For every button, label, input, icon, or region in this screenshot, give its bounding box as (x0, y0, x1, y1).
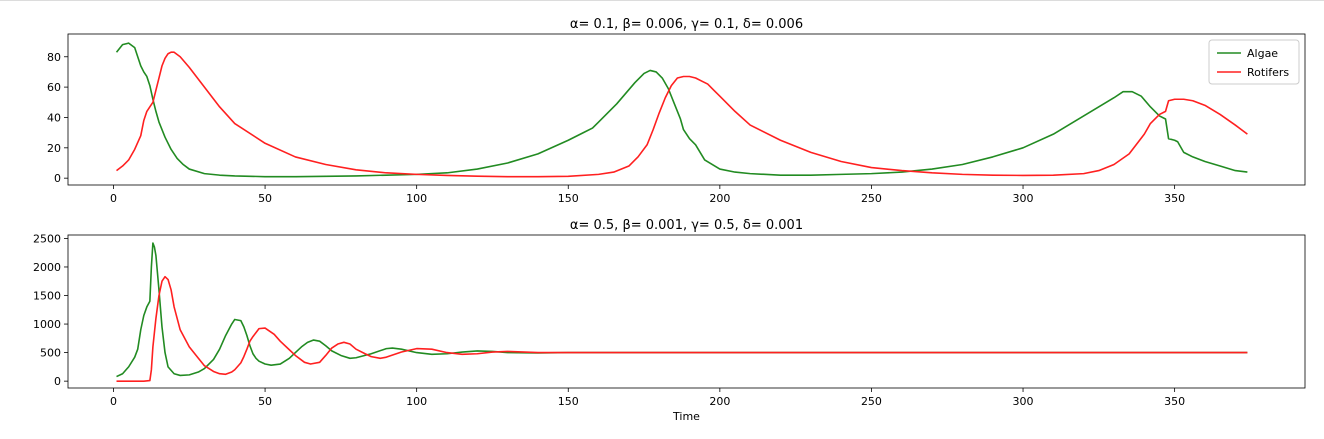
x-tick-label: 350 (1164, 395, 1185, 408)
legend: Algae Rotifers (1208, 39, 1300, 85)
chart-2: 0 50 100 150 200 250 300 350 0 500 1000 1500 2000 250… (33, 218, 1306, 423)
y-tick-label: 2500 (33, 232, 61, 245)
y-tick-label: 0 (54, 172, 61, 185)
series-line-algae (116, 242, 1248, 378)
x-tick-label: 50 (258, 395, 272, 408)
series-line-rotifers (116, 51, 1248, 178)
y-tick-label: 60 (47, 81, 61, 94)
x-tick-label: 200 (709, 192, 730, 205)
x-tick-label: 150 (558, 395, 579, 408)
top-rule (0, 0, 1324, 1)
legend-label-rotifers: Rotifers (1247, 66, 1289, 79)
y-tick-label: 40 (47, 111, 61, 124)
chart-title: α= 0.5, β= 0.001, γ= 0.5, δ= 0.001 (570, 218, 803, 233)
plot-frame (67, 234, 1306, 389)
x-tick-label: 0 (110, 192, 117, 205)
y-tick-label: 2000 (33, 261, 61, 274)
x-tick-label: 350 (1164, 192, 1185, 205)
x-tick-label: 100 (406, 192, 427, 205)
x-axis-label: Time (672, 410, 700, 423)
plot-frame (67, 33, 1306, 186)
x-tick-label: 250 (861, 395, 882, 408)
x-tick-label: 300 (1013, 395, 1034, 408)
x-tick-label: 100 (406, 395, 427, 408)
x-tick-label: 250 (861, 192, 882, 205)
legend-box (1208, 39, 1300, 85)
y-tick-label: 1000 (33, 318, 61, 331)
y-tick-label: 0 (54, 375, 61, 388)
y-tick-label: 1500 (33, 290, 61, 303)
y-tick-label: 80 (47, 51, 61, 64)
x-tick-label: 300 (1013, 192, 1034, 205)
x-tick-label: 150 (558, 192, 579, 205)
x-tick-label: 50 (258, 192, 272, 205)
y-tick-label: 500 (40, 347, 61, 360)
y-tick-label: 20 (47, 142, 61, 155)
x-tick-label: 200 (709, 395, 730, 408)
legend-label-algae: Algae (1247, 47, 1278, 60)
chart-1: 0 50 100 150 200 250 300 350 0 20 40 60 80 α= 0.1, β=… (47, 17, 1306, 205)
series-line-rotifers (116, 275, 1248, 382)
chart-title: α= 0.1, β= 0.006, γ= 0.1, δ= 0.006 (570, 17, 803, 32)
series-line-algae (115, 42, 1248, 178)
x-tick-label: 0 (110, 395, 117, 408)
